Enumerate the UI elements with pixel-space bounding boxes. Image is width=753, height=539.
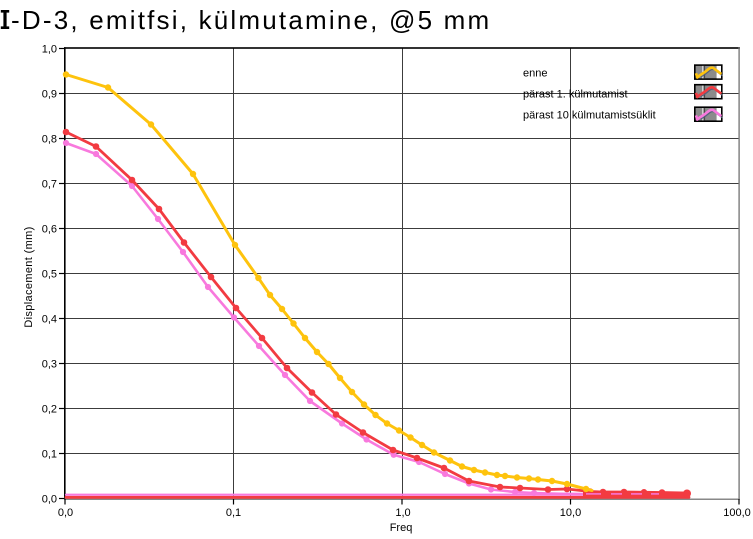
- svg-text:0,6: 0,6: [42, 224, 57, 236]
- svg-text:-D-3, emitfsi, külmutamine, @5: -D-3, emitfsi, külmutamine, @5 mm: [11, 5, 491, 35]
- svg-text:1,0: 1,0: [395, 507, 410, 519]
- svg-text:0,7: 0,7: [42, 179, 57, 191]
- svg-text:0,5: 0,5: [42, 269, 57, 281]
- svg-text:0,1: 0,1: [226, 507, 241, 519]
- svg-text:pärast 1. külmutamist: pärast 1. külmutamist: [523, 88, 628, 100]
- svg-text:0,8: 0,8: [42, 134, 57, 146]
- svg-text:0,9: 0,9: [42, 89, 57, 101]
- svg-text:10,0: 10,0: [560, 507, 581, 519]
- svg-text:1,0: 1,0: [42, 44, 57, 56]
- svg-text:0,4: 0,4: [42, 314, 57, 326]
- svg-text:0,3: 0,3: [42, 359, 57, 371]
- svg-text:0,0: 0,0: [42, 494, 57, 506]
- svg-text:0,2: 0,2: [42, 404, 57, 416]
- svg-text:Freq: Freq: [390, 522, 413, 534]
- svg-text:0,1: 0,1: [42, 449, 57, 461]
- svg-text:pärast 10 külmutamistsüklit: pärast 10 külmutamistsüklit: [523, 109, 656, 121]
- svg-text:Displacement (mm): Displacement (mm): [23, 226, 35, 327]
- svg-text:0,0: 0,0: [58, 507, 73, 519]
- svg-text:enne: enne: [523, 67, 547, 79]
- svg-text:100,0: 100,0: [723, 507, 751, 519]
